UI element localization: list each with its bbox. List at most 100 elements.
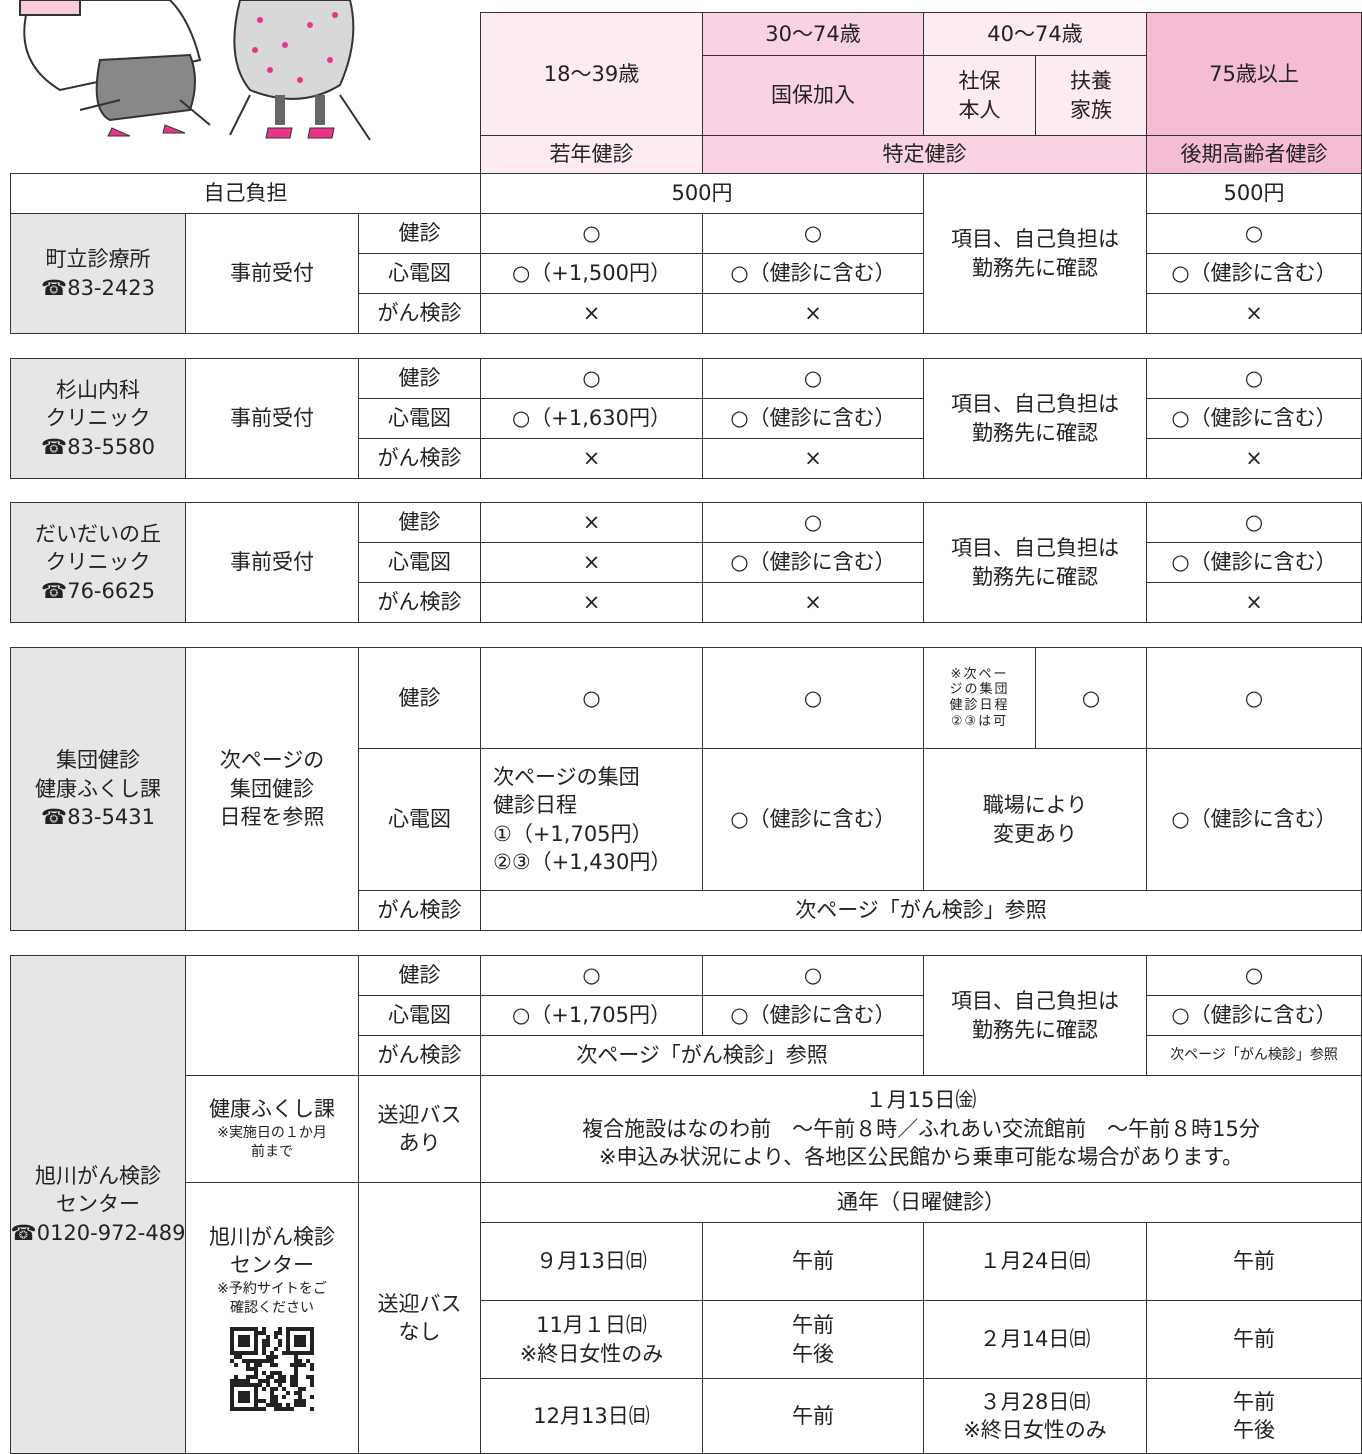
table-cell: ○ <box>702 213 924 254</box>
table-cell: ○（健診に含む） <box>1146 253 1362 294</box>
header-cell: 扶養 家族 <box>1035 55 1147 136</box>
cell-text: 午後 <box>1233 1418 1275 1442</box>
table-cell: ○（健診に含む） <box>702 253 924 294</box>
header-cell: 社保 本人 <box>923 55 1036 136</box>
cell-text: 午後 <box>792 1341 834 1366</box>
table-cell: ９月13日㈰ <box>480 1222 703 1301</box>
cell-text: 勤務先に確認 <box>972 255 1098 280</box>
cell-text: ○ <box>1244 685 1264 710</box>
table-cell: 心電図 <box>358 995 481 1036</box>
cell-text: ○（健診に含む） <box>730 807 896 832</box>
cell-text: 12月13日㈰ <box>533 1403 650 1428</box>
cell-text: 社保 <box>958 69 1001 94</box>
cell-text: ☎83-5431 <box>41 805 155 830</box>
table-cell: ○ <box>1146 955 1362 996</box>
header-cell: 国保加入 <box>702 55 924 136</box>
table-cell: ○（健診に含む） <box>702 398 924 439</box>
table-cell: 旭川がん検診 センター ※予約サイトをご 確認ください <box>185 1182 359 1454</box>
cell-text: × <box>804 446 822 471</box>
cell-text: ２月14日㈰ <box>979 1327 1091 1352</box>
cell-text: 集団健診 <box>230 776 314 801</box>
table-cell: 午前 <box>1146 1222 1362 1301</box>
table-cell: 心電図 <box>358 748 481 891</box>
cell-text: ○（+1,705円） <box>511 1003 672 1028</box>
table-cell: ○ <box>480 955 703 996</box>
cell-text: 500円 <box>1223 181 1285 206</box>
cell-text: ①（+1,705円） <box>493 821 653 846</box>
table-cell: 心電図 <box>358 542 481 583</box>
cell-text: 事前受付 <box>230 550 314 575</box>
table-cell: 事前受付 <box>185 358 359 479</box>
table-cell: 午前 午後 <box>702 1300 924 1379</box>
table-cell: 事前受付 <box>185 502 359 623</box>
cell-text: 午前 <box>1233 1389 1275 1414</box>
table-cell: 項目、自己負担は 勤務先に確認 <box>923 358 1147 479</box>
cell-text: クリニック <box>45 406 151 431</box>
table-cell: ○ <box>1146 358 1362 399</box>
cell-text: ☎83-5580 <box>41 434 155 459</box>
table-cell: ※次ペー ジの集団 健診日程 ②③は可 <box>923 647 1036 749</box>
cell-text: × <box>582 550 601 575</box>
cell-text: １月24日㈰ <box>979 1249 1091 1274</box>
table-cell: × <box>480 582 703 623</box>
table-cell: × <box>702 293 924 334</box>
table-cell: 項目、自己負担は 勤務先に確認 <box>923 173 1147 334</box>
table-cell: ○（+1,500円） <box>480 253 703 294</box>
cell-text: 変更あり <box>993 821 1077 846</box>
cell-text: 事前受付 <box>230 406 314 431</box>
facility-name: だいだいの丘 クリニック ☎76-6625 <box>10 502 186 623</box>
table-cell <box>185 955 359 1076</box>
cell-text: ○ <box>803 963 823 988</box>
table-cell: ３月28日㈰ ※終日女性のみ <box>923 1378 1147 1454</box>
table-cell: ○ <box>1146 502 1362 543</box>
table-cell: 12月13日㈰ <box>480 1378 703 1454</box>
qr-code <box>230 1326 314 1411</box>
cell-text: ○（+1,500円） <box>511 261 672 286</box>
cell-text: 項目、自己負担は <box>951 536 1119 561</box>
cell-text: ②③（+1,430円） <box>493 849 672 874</box>
table-cell: ○（+1,630円） <box>480 398 703 439</box>
cell-text: 40〜74歳 <box>987 21 1083 46</box>
table-cell: ○ <box>480 358 703 399</box>
cell-text: 健診 <box>398 366 441 391</box>
table-cell: ○ <box>702 358 924 399</box>
header-cell: 75歳以上 <box>1146 12 1362 136</box>
cell-text: × <box>1245 301 1263 326</box>
cell-text: 若年健診 <box>549 142 634 167</box>
table-cell: × <box>1146 582 1362 623</box>
cell-text: 確認ください <box>230 1300 314 1317</box>
cell-text: 勤務先に確認 <box>972 420 1098 445</box>
cell-text: ※実施日の１か月 <box>217 1124 327 1141</box>
cell-text: 心電図 <box>388 261 451 286</box>
cell-text: 健診 <box>398 221 441 246</box>
table-cell: 通年（日曜健診） <box>480 1182 1362 1223</box>
table-cell: がん検診 <box>358 438 481 479</box>
table-cell: 次ページの集団 健診日程 ①（+1,705円） ②③（+1,430円） <box>480 748 703 891</box>
cell-text: 健診 <box>398 685 441 710</box>
cell-text: ○ <box>582 963 601 988</box>
table-cell: ○（健診に含む） <box>1146 542 1362 583</box>
table-cell: 午前 午後 <box>1146 1378 1362 1454</box>
table-cell: 午前 <box>702 1378 924 1454</box>
table-cell: 送迎バス あり <box>358 1075 481 1183</box>
header-cell: 若年健診 <box>480 135 703 174</box>
cell-text: 心電図 <box>388 1003 451 1028</box>
table-cell: × <box>702 582 924 623</box>
table-cell: 健康ふくし課 ※実施日の１か月 前まで <box>185 1075 359 1183</box>
table-cell: ○ <box>1146 647 1362 749</box>
cell-text: 勤務先に確認 <box>972 1017 1098 1042</box>
table-cell: ○ <box>702 647 924 749</box>
cell-text: ○（健診に含む） <box>1171 1003 1337 1028</box>
cell-text: × <box>804 301 822 326</box>
cell-text: 75歳以上 <box>1209 61 1299 86</box>
facility-name: 杉山内科 クリニック ☎83-5580 <box>10 358 186 479</box>
cell-text: 心電図 <box>388 550 451 575</box>
cell-text: × <box>1245 446 1263 471</box>
cell-text: 後期高齢者健診 <box>1180 142 1328 167</box>
cell-text: 次ページの <box>219 748 325 773</box>
facility-name: 町立診療所 ☎83-2423 <box>10 213 186 334</box>
cell-text: ○ <box>582 685 601 710</box>
cell-text: 項目、自己負担は <box>951 989 1119 1014</box>
